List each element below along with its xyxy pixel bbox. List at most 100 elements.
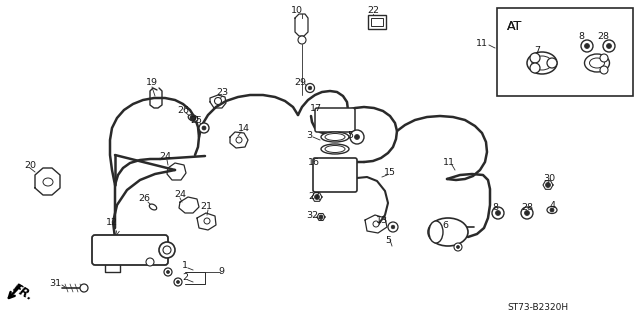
Circle shape	[314, 195, 319, 199]
Ellipse shape	[149, 204, 157, 210]
Ellipse shape	[589, 58, 605, 68]
Ellipse shape	[532, 56, 552, 70]
Text: 5: 5	[347, 131, 353, 140]
Ellipse shape	[321, 144, 349, 154]
Text: 12: 12	[106, 218, 118, 227]
Circle shape	[166, 270, 170, 274]
Text: 23: 23	[216, 87, 228, 97]
Text: 20: 20	[24, 161, 36, 170]
Circle shape	[581, 40, 593, 52]
Text: 8: 8	[578, 31, 584, 41]
Circle shape	[521, 207, 533, 219]
Circle shape	[495, 211, 500, 215]
Circle shape	[530, 53, 540, 63]
Ellipse shape	[527, 52, 557, 74]
Text: 10: 10	[291, 5, 303, 14]
Text: ST73-B2320H: ST73-B2320H	[508, 303, 568, 313]
Text: 15: 15	[384, 167, 396, 177]
Circle shape	[80, 284, 88, 292]
Circle shape	[388, 222, 398, 232]
Circle shape	[391, 225, 395, 229]
Text: 28: 28	[597, 31, 609, 41]
Ellipse shape	[325, 146, 345, 153]
Circle shape	[174, 278, 182, 286]
Ellipse shape	[325, 133, 345, 140]
Text: 26: 26	[177, 106, 189, 115]
Circle shape	[236, 137, 242, 143]
Text: 26: 26	[138, 194, 150, 203]
Circle shape	[607, 44, 611, 49]
Text: AT: AT	[508, 20, 523, 33]
Text: 3: 3	[306, 131, 312, 140]
Bar	[368, 15, 386, 29]
Text: 24: 24	[174, 189, 186, 198]
Text: 24: 24	[159, 151, 171, 161]
Text: 16: 16	[308, 157, 320, 166]
Text: 1: 1	[182, 261, 188, 270]
Text: 29: 29	[294, 77, 306, 86]
Ellipse shape	[584, 54, 609, 72]
Circle shape	[202, 126, 206, 130]
Circle shape	[456, 245, 460, 249]
Ellipse shape	[321, 132, 349, 142]
Text: 4: 4	[550, 201, 556, 210]
Circle shape	[525, 211, 529, 215]
Circle shape	[545, 182, 550, 188]
Text: 11: 11	[476, 38, 488, 47]
Circle shape	[204, 218, 210, 224]
Text: 5: 5	[385, 236, 391, 244]
Circle shape	[530, 63, 540, 73]
Circle shape	[547, 58, 557, 68]
Text: 13: 13	[376, 215, 388, 225]
Text: 17: 17	[310, 103, 322, 113]
Circle shape	[350, 130, 364, 144]
Circle shape	[603, 40, 615, 52]
Circle shape	[159, 242, 175, 258]
Text: 22: 22	[367, 5, 379, 14]
Circle shape	[164, 268, 172, 276]
Text: 11: 11	[443, 157, 455, 166]
Circle shape	[305, 84, 314, 92]
Text: 28: 28	[521, 203, 533, 212]
Bar	[497, 8, 633, 96]
Ellipse shape	[547, 206, 557, 213]
Text: 21: 21	[200, 202, 212, 211]
Text: 27: 27	[308, 191, 320, 201]
Text: 2: 2	[182, 274, 188, 283]
Text: 19: 19	[146, 77, 158, 86]
FancyBboxPatch shape	[313, 158, 357, 192]
Circle shape	[190, 115, 196, 121]
Text: 30: 30	[543, 173, 555, 182]
Text: 32: 32	[306, 211, 318, 220]
Circle shape	[199, 123, 209, 133]
Circle shape	[550, 208, 554, 212]
Circle shape	[177, 281, 179, 284]
Ellipse shape	[429, 221, 443, 243]
Text: FR.: FR.	[10, 281, 35, 303]
Circle shape	[146, 258, 154, 266]
FancyBboxPatch shape	[92, 235, 168, 265]
Bar	[371, 18, 383, 26]
Text: 9: 9	[218, 268, 224, 276]
Circle shape	[492, 207, 504, 219]
Ellipse shape	[428, 218, 468, 246]
Text: 25: 25	[190, 116, 202, 124]
Circle shape	[214, 98, 221, 105]
Circle shape	[373, 221, 379, 227]
FancyBboxPatch shape	[315, 108, 355, 132]
Circle shape	[600, 66, 608, 74]
Text: 6: 6	[442, 220, 448, 229]
Text: 31: 31	[49, 279, 61, 289]
Circle shape	[600, 54, 608, 62]
Circle shape	[319, 215, 323, 219]
Circle shape	[298, 36, 306, 44]
Text: 8: 8	[492, 203, 498, 212]
Text: 14: 14	[238, 124, 250, 132]
Circle shape	[355, 134, 360, 140]
Ellipse shape	[188, 115, 198, 121]
Circle shape	[308, 86, 312, 90]
Ellipse shape	[43, 178, 53, 186]
Circle shape	[454, 243, 462, 251]
Text: 7: 7	[534, 45, 540, 54]
Text: AT: AT	[508, 20, 523, 33]
